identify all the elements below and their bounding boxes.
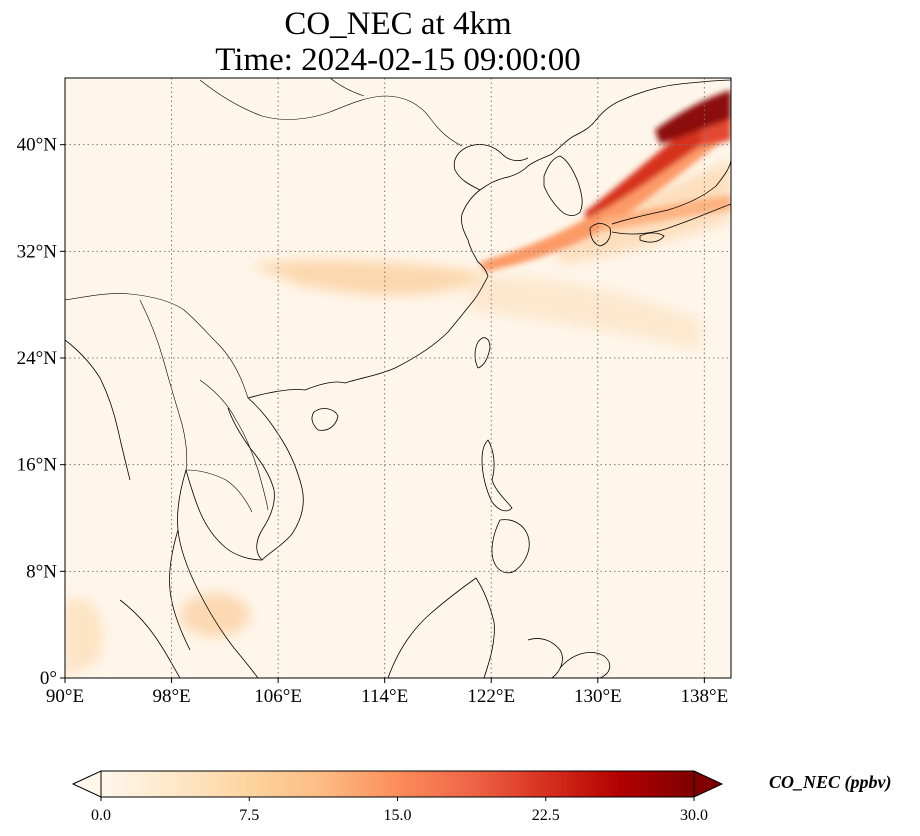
plume-korea-strait [700, 120, 731, 146]
border-mongolia [329, 78, 365, 97]
plume-southwest [65, 598, 104, 678]
map-title-line-1: CO_NEC at 4km [284, 6, 512, 42]
coastline-taiwan [474, 337, 491, 369]
lon-tick-label: 98°E [152, 686, 190, 707]
coastline-sulawesi [527, 638, 563, 678]
border-china-south [65, 293, 249, 399]
plume-main-band [480, 100, 731, 272]
lat-tick-label: 0° [40, 668, 57, 689]
plume-peak [655, 90, 731, 144]
concentration-field [65, 90, 731, 678]
coastline-japan-kyushu [589, 223, 611, 247]
coastline-korea [543, 155, 583, 216]
colorbar-tick-label: 22.5 [532, 807, 560, 824]
colorbar-tick-label: 0.0 [91, 807, 111, 824]
lon-tick-label: 130°E [574, 686, 622, 707]
lat-tick-label: 16°N [17, 455, 58, 476]
border-myanmar-east [139, 299, 188, 471]
border-thailand-cambodia [185, 469, 253, 513]
map-background [65, 78, 731, 678]
latitude-axis: 0° 8°N 16°N 24°N 32°N 40°N [17, 135, 65, 689]
border-china-north [199, 79, 463, 147]
colorbar-extend-max [693, 770, 724, 798]
lon-tick-label: 90°E [46, 686, 84, 707]
coastline-borneo [387, 577, 495, 678]
lon-tick-label: 114°E [361, 686, 408, 707]
lon-tick-label: 138°E [681, 686, 729, 707]
coastline-visayas-mindanao [491, 519, 530, 574]
coastline-japan-shikoku [639, 232, 665, 243]
gridlines [65, 78, 731, 678]
plume-east-china-sea [470, 277, 700, 350]
coastline-bohai [453, 144, 529, 191]
colorbar-label: CO_NEC (ppbv) [769, 772, 892, 793]
plume-japan-band [600, 195, 731, 232]
coastline-hainan [311, 408, 339, 431]
border-laos-vietnam [199, 379, 269, 511]
colorbar-tick-label: 15.0 [384, 807, 412, 824]
map-frame [64, 77, 732, 679]
lat-tick-label: 32°N [17, 241, 58, 262]
lat-tick-label: 24°N [17, 348, 58, 369]
map-panel [64, 77, 732, 679]
colorbar-tick-label: 30.0 [680, 807, 708, 824]
coastline-japan-honshu [611, 159, 731, 235]
lon-tick-label: 122°E [467, 686, 515, 707]
coastline-new-guinea [559, 652, 611, 678]
coastline-korea-north [527, 99, 623, 167]
lon-tick-label: 106°E [254, 686, 302, 707]
plume-malay-peninsula [180, 593, 250, 637]
colorbar-tick-label: 7.5 [239, 807, 259, 824]
map-title-line-2: Time: 2024-02-15 09:00:00 [215, 42, 581, 78]
colorbar: 0.0 7.5 15.0 22.5 30.0 CO_NEC (ppbv) [71, 770, 892, 824]
plume-yangtze [250, 260, 495, 296]
lat-tick-label: 40°N [17, 135, 58, 156]
coastline-gulf-thailand [185, 469, 263, 561]
coastlines [65, 78, 731, 678]
longitude-axis: 90°E 98°E 106°E 114°E 122°E 130°E 138°E [46, 678, 728, 707]
colorbar-body [100, 770, 695, 798]
coastline-malay-peninsula [169, 469, 259, 678]
colorbar-extend-min [71, 770, 102, 798]
coastline-luzon [481, 439, 513, 512]
colorbar-ticks: 0.0 7.5 15.0 22.5 30.0 [91, 797, 708, 824]
coastline-russia-east [621, 79, 731, 101]
coastline-sumatra [119, 599, 181, 678]
lat-tick-label: 8°N [26, 561, 57, 582]
coastline-myanmar [65, 339, 131, 481]
